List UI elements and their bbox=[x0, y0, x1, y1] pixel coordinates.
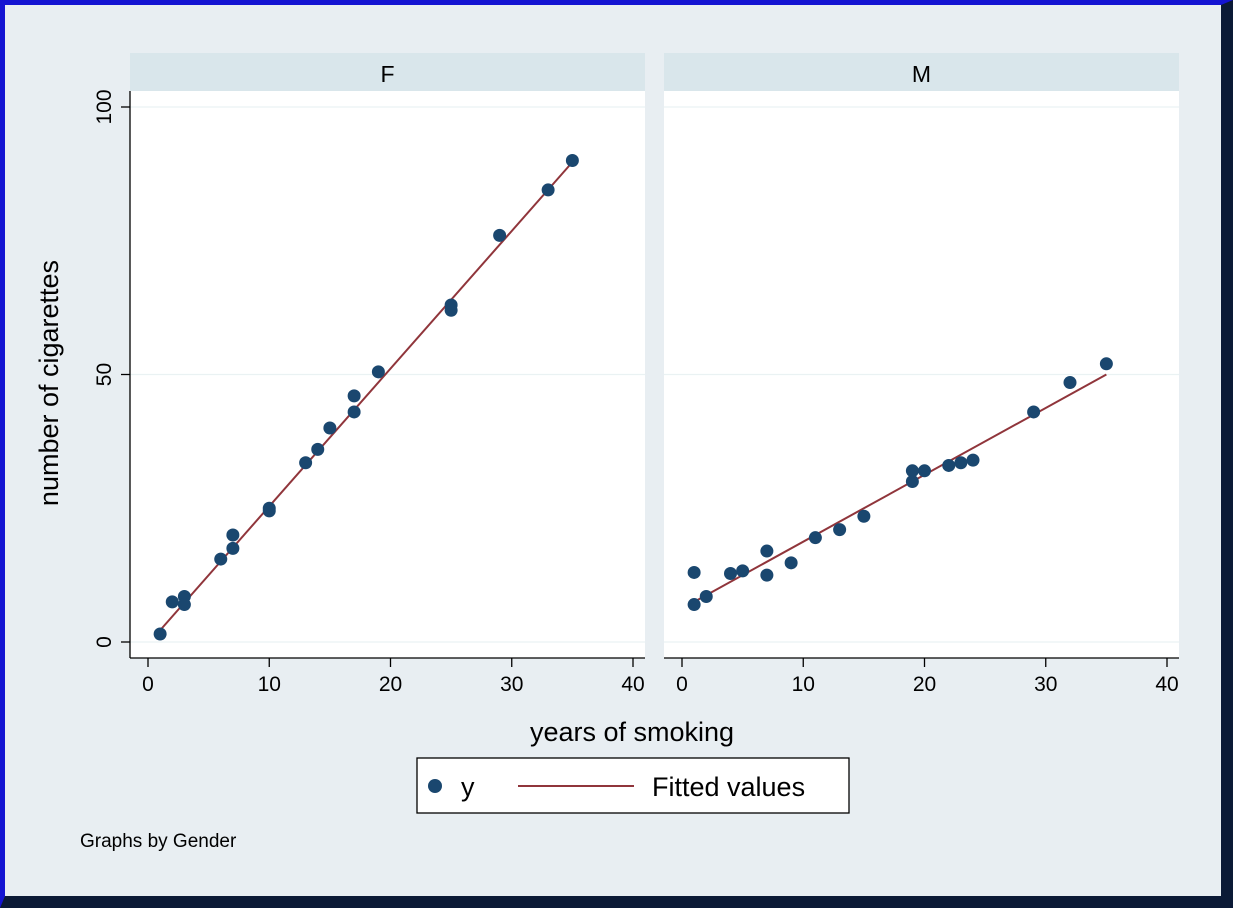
x-tick-label: 20 bbox=[379, 673, 402, 696]
y-tick-label: 100 bbox=[93, 89, 116, 124]
panel-strip bbox=[130, 53, 645, 91]
chart-svg: F 0 10 20 30 40 0 50 100 M 0 10 20 30 40 number of cig… bbox=[34, 53, 1179, 852]
legend-marker-icon bbox=[428, 779, 442, 793]
data-point bbox=[905, 475, 919, 488]
x-tick-label: 30 bbox=[1034, 673, 1057, 696]
panel-M: M 0 10 20 30 40 bbox=[664, 53, 1179, 696]
panel-F: F 0 10 20 30 40 0 50 100 bbox=[93, 53, 645, 696]
data-point bbox=[214, 552, 228, 566]
data-point bbox=[226, 528, 240, 542]
data-point bbox=[833, 523, 847, 537]
legend: y Fitted values bbox=[416, 757, 850, 814]
data-point bbox=[565, 154, 579, 167]
data-point bbox=[760, 544, 774, 558]
data-point bbox=[541, 183, 555, 197]
x-tick-label: 40 bbox=[1155, 673, 1178, 696]
x-tick-label: 40 bbox=[621, 673, 644, 696]
data-point bbox=[1063, 376, 1077, 390]
legend-label-y: y bbox=[461, 772, 475, 802]
panel-strip-label: F bbox=[380, 61, 394, 87]
data-point bbox=[760, 568, 774, 582]
by-variable-note: Graphs by Gender bbox=[80, 831, 237, 852]
data-point bbox=[262, 501, 276, 515]
data-point bbox=[699, 590, 713, 604]
data-point bbox=[687, 598, 701, 612]
y-tick-label: 0 bbox=[93, 636, 116, 648]
data-point bbox=[177, 598, 191, 612]
x-tick-label: 20 bbox=[913, 673, 936, 696]
legend-box bbox=[416, 757, 850, 814]
data-point bbox=[954, 456, 968, 470]
x-tick-label: 0 bbox=[142, 673, 154, 696]
data-point bbox=[311, 442, 325, 456]
data-point bbox=[323, 421, 337, 435]
x-tick-label: 10 bbox=[258, 673, 281, 696]
data-point bbox=[444, 303, 458, 317]
data-point bbox=[1099, 357, 1113, 371]
data-point bbox=[226, 541, 240, 555]
data-point bbox=[784, 556, 798, 570]
data-point bbox=[347, 405, 361, 419]
data-point bbox=[724, 567, 737, 581]
data-point bbox=[153, 627, 167, 641]
data-point bbox=[371, 365, 385, 379]
data-point bbox=[493, 228, 507, 242]
data-point bbox=[857, 509, 871, 523]
data-point bbox=[918, 464, 931, 478]
x-tick-label: 30 bbox=[500, 673, 523, 696]
y-axis-title: number of cigarettes bbox=[34, 260, 64, 506]
x-tick-label: 10 bbox=[792, 673, 815, 696]
data-point bbox=[299, 456, 313, 470]
data-point bbox=[687, 565, 701, 579]
x-axis-title: years of smoking bbox=[530, 717, 734, 747]
data-point bbox=[347, 389, 361, 403]
data-point bbox=[736, 564, 750, 578]
data-point bbox=[165, 595, 179, 609]
data-point bbox=[966, 453, 980, 467]
data-point bbox=[905, 464, 919, 478]
y-tick-label: 50 bbox=[93, 363, 116, 386]
panel-strip bbox=[664, 53, 1179, 91]
data-point bbox=[1027, 405, 1041, 419]
panel-strip-label: M bbox=[912, 61, 931, 87]
x-tick-label: 0 bbox=[676, 673, 688, 696]
data-point bbox=[808, 531, 822, 545]
legend-label-fitted: Fitted values bbox=[652, 772, 805, 802]
data-point bbox=[942, 458, 956, 472]
